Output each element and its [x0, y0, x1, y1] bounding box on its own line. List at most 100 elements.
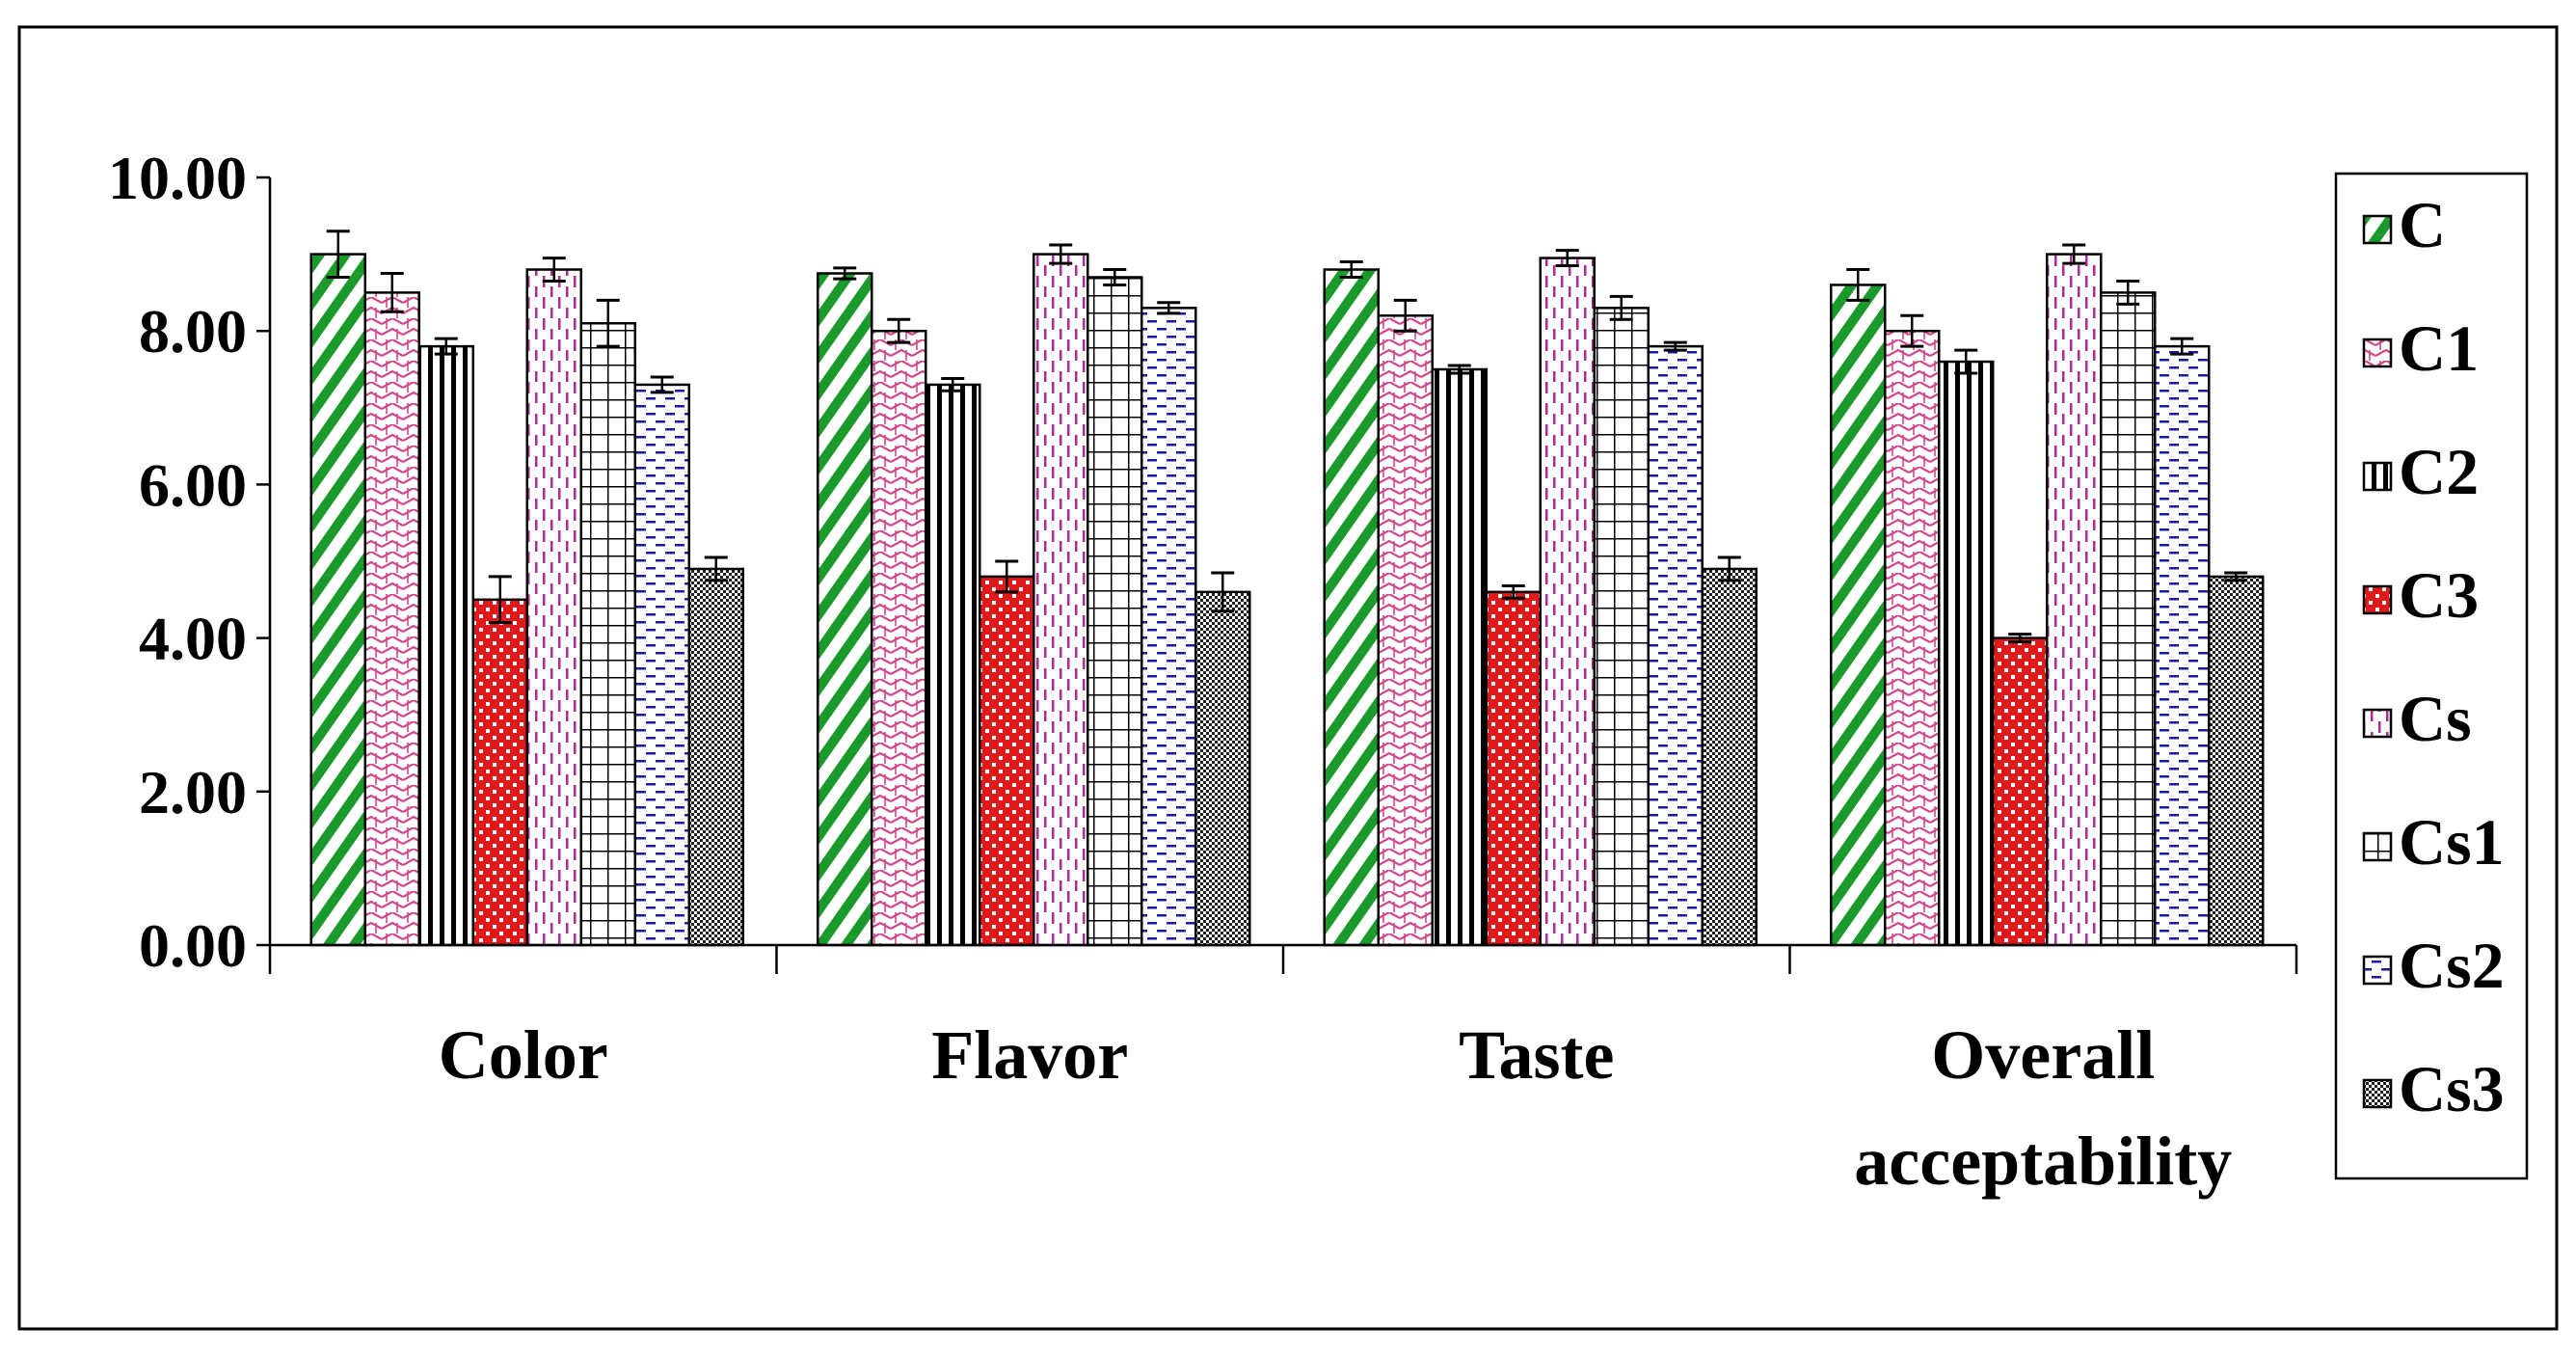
legend-label: Cs1: [2399, 805, 2505, 879]
bar-Cs1-2: [1593, 307, 1650, 947]
bar-C3-2: [1485, 590, 1542, 947]
bar-Cs1-1: [1087, 276, 1143, 947]
legend-label: C1: [2399, 311, 2479, 385]
error-bar-C1-0: [380, 272, 404, 313]
y-tick-label: 10.00: [108, 144, 247, 212]
error-bar-Cs3-0: [704, 555, 728, 582]
legend-swatch-C2: [2362, 461, 2393, 492]
error-bar-Cs-3: [2062, 243, 2086, 265]
bar-Cs-0: [525, 268, 582, 947]
legend-swatch-C3: [2362, 584, 2393, 615]
legend-item-Cs2: Cs2: [2362, 929, 2505, 1002]
error-bar-Cs-1: [1049, 243, 1073, 265]
error-bar-Cs-2: [1555, 249, 1579, 268]
legend-swatch-Cs2: [2362, 955, 2393, 986]
legend-label: Cs: [2399, 682, 2472, 755]
error-bar-Cs1-1: [1103, 268, 1127, 286]
bar-C1-1: [871, 329, 927, 947]
error-bar-C3-1: [995, 559, 1019, 594]
bar-C-1: [817, 272, 873, 947]
error-bar-Cs2-2: [1663, 340, 1687, 352]
error-bar-C2-3: [1954, 348, 1978, 375]
x-category-label: Flavor: [931, 1016, 1128, 1094]
legend-item-Cs1: Cs1: [2362, 805, 2505, 879]
bar-C-0: [309, 253, 366, 947]
legend-swatch-Cs1: [2362, 831, 2393, 862]
y-tick-label: 6.00: [139, 450, 247, 519]
error-bar-Cs3-3: [2224, 571, 2248, 582]
legend-label: C: [2399, 188, 2446, 261]
error-bar-Cs1-0: [596, 298, 620, 348]
bar-Cs2-1: [1140, 307, 1197, 947]
legend: C C1 C2 C3 Cs Cs1 Cs2 Cs3: [2334, 172, 2529, 1180]
error-bar-C-1: [833, 266, 857, 281]
bar-Cs-2: [1539, 257, 1596, 947]
x-category-label: Overall acceptability: [1854, 1016, 2232, 1200]
bar-C3-3: [1992, 636, 2049, 947]
bar-C-2: [1323, 268, 1380, 947]
legend-label: C2: [2399, 435, 2479, 508]
error-bar-Cs3-2: [1717, 555, 1741, 582]
error-bar-C3-2: [1501, 583, 1525, 600]
bar-C3-1: [979, 575, 1035, 947]
bar-Cs3-0: [687, 567, 744, 947]
legend-label: Cs3: [2399, 1052, 2505, 1125]
error-bar-C1-3: [1900, 313, 1924, 348]
bar-C1-3: [1884, 329, 1941, 947]
bar-C2-0: [417, 344, 474, 947]
legend-swatch-C1: [2362, 338, 2393, 368]
error-bar-Cs2-3: [2170, 337, 2194, 356]
bar-Cs2-3: [2154, 344, 2211, 947]
y-tick-label: 2.00: [139, 758, 247, 826]
bar-Cs3-2: [1701, 567, 1758, 947]
legend-item-C: C: [2362, 188, 2446, 261]
error-bar-Cs1-2: [1609, 294, 1633, 321]
bar-Cs1-3: [2100, 291, 2157, 947]
bar-Cs-3: [2046, 253, 2103, 947]
bar-C3-0: [471, 598, 528, 947]
error-bar-C-3: [1846, 268, 1870, 302]
bar-C2-3: [1938, 360, 1995, 947]
y-tick-label: 8.00: [139, 297, 247, 365]
legend-swatch-Cs: [2362, 708, 2393, 739]
bar-Cs3-3: [2208, 575, 2265, 947]
bar-Cs2-0: [633, 383, 690, 947]
y-tick-label: 4.00: [139, 605, 247, 673]
bar-C-3: [1830, 284, 1887, 947]
bar-C1-0: [363, 291, 420, 947]
legend-swatch-C: [2362, 214, 2393, 245]
legend-item-Cs3: Cs3: [2362, 1052, 2505, 1125]
error-bar-Cs3-1: [1211, 571, 1235, 613]
bar-Cs3-1: [1194, 590, 1251, 947]
legend-item-C3: C3: [2362, 558, 2479, 632]
error-bar-C1-1: [887, 317, 911, 344]
error-bar-C-2: [1339, 260, 1363, 279]
error-bar-Cs-0: [542, 257, 566, 283]
bar-C2-1: [925, 383, 981, 947]
legend-item-Cs: Cs: [2362, 682, 2472, 755]
x-category-label: Taste: [1459, 1016, 1614, 1094]
legend-item-C2: C2: [2362, 435, 2479, 508]
x-category-label: Color: [439, 1016, 608, 1094]
bar-Cs-1: [1033, 253, 1089, 947]
bar-C1-2: [1377, 314, 1434, 947]
error-bar-C1-2: [1393, 298, 1417, 333]
legend-swatch-Cs3: [2362, 1078, 2393, 1109]
legend-label: Cs2: [2399, 929, 2505, 1002]
bar-Cs2-2: [1647, 344, 1704, 947]
y-tick-label: 0.00: [139, 911, 247, 980]
error-bar-C2-0: [434, 337, 458, 356]
error-bar-C-0: [326, 230, 350, 279]
error-bar-C2-1: [941, 377, 965, 392]
error-bar-Cs2-0: [650, 375, 674, 394]
legend-label: C3: [2399, 558, 2479, 632]
error-bar-Cs1-3: [2116, 279, 2140, 306]
error-bar-C2-2: [1447, 364, 1471, 375]
bar-Cs1-0: [579, 321, 636, 947]
error-bar-C3-3: [2008, 633, 2032, 644]
bar-C2-2: [1431, 367, 1488, 947]
error-bar-C3-0: [488, 575, 512, 625]
legend-item-C1: C1: [2362, 311, 2479, 385]
